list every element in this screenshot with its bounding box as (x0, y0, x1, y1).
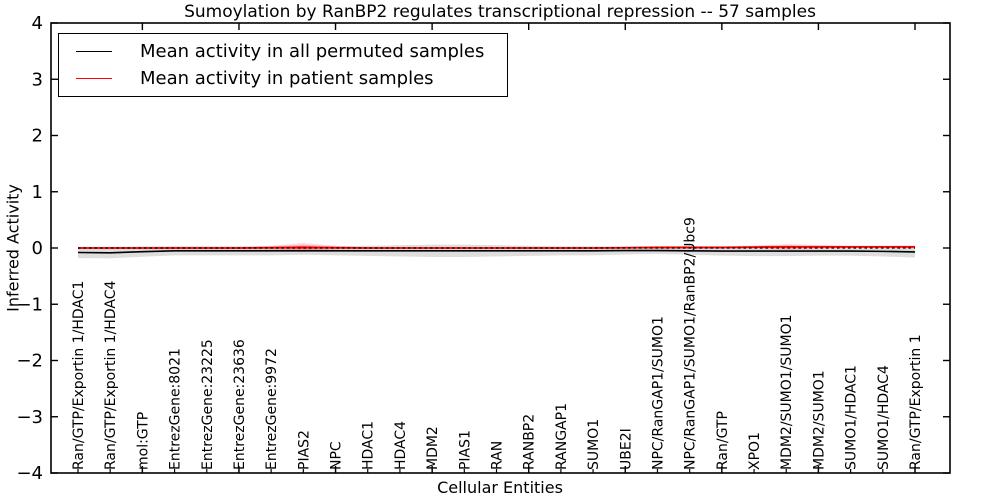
legend-label-patient: Mean activity in patient samples (140, 68, 434, 89)
x-tick-label: NPC/RanGAP1/SUMO1/RanBP2/Ubc9 (683, 217, 699, 470)
y-tick-label: 2 (32, 126, 43, 147)
x-tick-label: Ran/GTP (715, 411, 731, 470)
legend-label-permuted: Mean activity in all permuted samples (140, 41, 485, 62)
x-tick-label: MDM2 (425, 426, 441, 470)
y-tick-label: −2 (16, 351, 43, 372)
legend: Mean activity in all permuted samples Me… (58, 33, 508, 97)
x-tick-label: SUMO1/HDAC4 (876, 365, 892, 470)
chart-title: Sumoylation by RanBP2 regulates transcri… (184, 2, 816, 22)
legend-entry-permuted: Mean activity in all permuted samples (76, 41, 507, 62)
y-tick-label: 0 (32, 238, 43, 259)
y-tick-label: 1 (32, 182, 43, 203)
x-tick-label: Ran/GTP/Exportin 1/HDAC1 (71, 281, 87, 470)
x-tick-label: RAN (490, 441, 506, 470)
y-tick-label: 3 (32, 69, 43, 90)
permuted-line-swatch (76, 51, 112, 52)
x-tick-label: mol:GTP (135, 412, 151, 470)
y-tick-label: 4 (32, 13, 43, 34)
x-tick-label: EntrezGene:23636 (232, 339, 248, 470)
x-tick-label: SUMO1/HDAC1 (844, 365, 860, 470)
x-axis-label: Cellular Entities (437, 478, 563, 497)
x-tick-label: HDAC1 (361, 421, 377, 470)
x-tick-label: Ran/GTP/Exportin 1/HDAC4 (103, 281, 119, 470)
legend-entry-patient: Mean activity in patient samples (76, 68, 507, 89)
patient-std-band-mid (78, 244, 915, 251)
x-tick-label: RANGAP1 (554, 403, 570, 470)
x-tick-label: EntrezGene:8021 (168, 348, 184, 470)
permuted-mean-line (77, 249, 916, 254)
x-tick-label: PIAS1 (457, 430, 473, 470)
y-tick-label: −3 (16, 407, 43, 428)
x-tick-label: EntrezGene:9972 (264, 348, 280, 470)
y-tick-label: −4 (16, 463, 43, 484)
x-tick-label: RANBP2 (522, 414, 538, 470)
x-tick-label: PIAS2 (296, 430, 312, 470)
patient-line-swatch (76, 78, 112, 79)
x-tick-label: UBE2I (618, 428, 634, 470)
y-axis-label: Inferred Activity (3, 184, 23, 312)
x-tick-label: NPC (329, 441, 345, 470)
x-tick-label: XPO1 (747, 432, 763, 470)
x-tick-label: SUMO1 (586, 419, 602, 470)
x-tick-label: Ran/GTP/Exportin 1 (908, 334, 924, 470)
x-tick-label: MDM2/SUMO1 (811, 370, 827, 470)
x-tick-label: NPC/RanGAP1/SUMO1 (650, 316, 666, 470)
x-tick-label: HDAC4 (393, 421, 409, 470)
y-tick-label: −1 (16, 294, 43, 315)
x-tick-label: EntrezGene:23225 (200, 339, 216, 470)
x-tick-label: MDM2/SUMO1/SUMO1 (779, 314, 795, 470)
